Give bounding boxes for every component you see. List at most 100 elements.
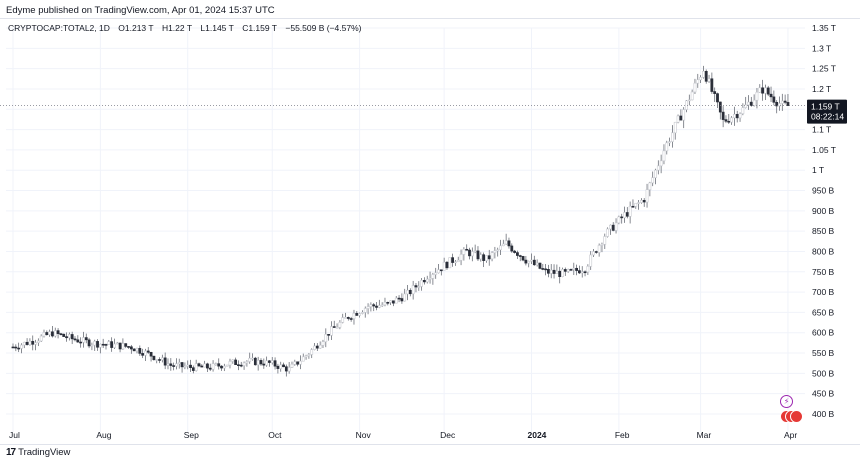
candle-down	[476, 250, 480, 260]
candle-up	[121, 343, 125, 350]
chart-frame	[0, 18, 860, 445]
candle-down	[386, 302, 390, 304]
candle-down	[563, 269, 567, 272]
candle-up	[671, 132, 674, 142]
candle-up	[214, 363, 218, 365]
candle-down	[414, 285, 418, 288]
candle-up	[637, 202, 640, 204]
candle-up	[330, 326, 333, 336]
candle-up	[606, 228, 609, 237]
candle-down	[332, 326, 336, 328]
candle-up	[113, 343, 116, 348]
candle-down	[200, 365, 204, 368]
candle-down	[253, 357, 257, 366]
candle-up	[682, 109, 686, 121]
lightning-icon[interactable]: ⚡	[780, 395, 793, 408]
y-tick-label: 900 B	[812, 206, 835, 216]
candle-up	[39, 335, 43, 342]
y-tick-label: 800 B	[812, 246, 835, 256]
candle-up	[462, 248, 466, 255]
candle-up	[166, 363, 170, 366]
candle-down	[775, 101, 779, 107]
candle-up	[301, 356, 305, 362]
tradingview-logo-icon[interactable]: 17	[6, 447, 16, 458]
candle-up	[561, 269, 564, 277]
candle-down	[510, 245, 514, 252]
candle-down	[11, 346, 15, 349]
x-tick-label: Apr	[784, 430, 797, 440]
candle-down	[268, 360, 271, 363]
candle-down	[276, 365, 280, 369]
candle-down	[327, 334, 331, 336]
candle-down	[282, 364, 285, 368]
candle-down	[163, 357, 167, 366]
candle-down	[408, 289, 412, 295]
candle-up	[28, 340, 32, 345]
candle-up	[741, 107, 745, 114]
candle-up	[501, 243, 505, 247]
candle-down	[439, 269, 443, 272]
candle-down	[315, 345, 319, 349]
candle-up	[656, 165, 660, 171]
candle-down	[84, 337, 88, 341]
candle-up	[36, 340, 40, 343]
candle-up	[265, 360, 269, 366]
candle-down	[679, 115, 683, 121]
candle-down	[769, 93, 773, 98]
legend-low: L1.145 T	[200, 23, 234, 33]
legend-symbol[interactable]: CRYPTOCAP:TOTAL2, 1D	[8, 23, 110, 33]
candle-up	[42, 332, 46, 337]
candle-up	[448, 257, 452, 269]
candle-up	[93, 341, 97, 346]
candle-up	[442, 261, 446, 271]
candle-up	[293, 361, 297, 365]
candle-up	[580, 271, 584, 274]
candle-down	[620, 216, 624, 219]
candle-up	[693, 82, 697, 93]
candle-up	[780, 100, 784, 104]
candle-down	[141, 353, 145, 356]
candle-up	[758, 87, 762, 93]
candle-up	[755, 91, 759, 101]
candle-down	[558, 270, 562, 277]
candle-up	[22, 341, 26, 346]
flag-icons[interactable]	[780, 410, 803, 423]
candle-down	[191, 367, 195, 371]
candle-up	[600, 243, 604, 246]
candle-up	[662, 150, 666, 162]
candle-down	[704, 71, 708, 82]
candle-up	[242, 362, 246, 366]
footer-brand[interactable]: TradingView	[18, 447, 71, 458]
candle-up	[313, 345, 316, 350]
candle-up	[668, 141, 671, 144]
candle-down	[465, 248, 469, 251]
candle-down	[445, 261, 449, 269]
candle-down	[96, 341, 99, 348]
candle-down	[296, 361, 300, 365]
candle-up	[251, 357, 254, 360]
candle-up	[228, 361, 232, 366]
candle-down	[180, 362, 184, 368]
candle-up	[696, 79, 700, 84]
candle-down	[761, 87, 764, 94]
candle-down	[786, 102, 790, 106]
candle-up	[177, 362, 181, 364]
candle-up	[530, 259, 533, 262]
ohlc-legend: CRYPTOCAP:TOTAL2, 1D O1.213 T H1.22 T L1…	[8, 23, 367, 33]
candle-down	[87, 339, 91, 347]
candle-down	[547, 269, 550, 274]
candle-up	[496, 249, 500, 252]
candle-up	[617, 216, 621, 224]
candle-up	[434, 272, 438, 275]
candle-up	[211, 363, 215, 370]
candle-down	[392, 300, 395, 304]
candle-down	[713, 91, 717, 94]
y-tick-label: 1.25 T	[812, 64, 836, 74]
x-tick-label: Jul	[9, 430, 20, 440]
candle-up	[344, 317, 347, 319]
candle-down	[721, 111, 725, 120]
candle-up	[53, 330, 57, 337]
candle-up	[586, 266, 590, 273]
candle-up	[380, 304, 384, 307]
